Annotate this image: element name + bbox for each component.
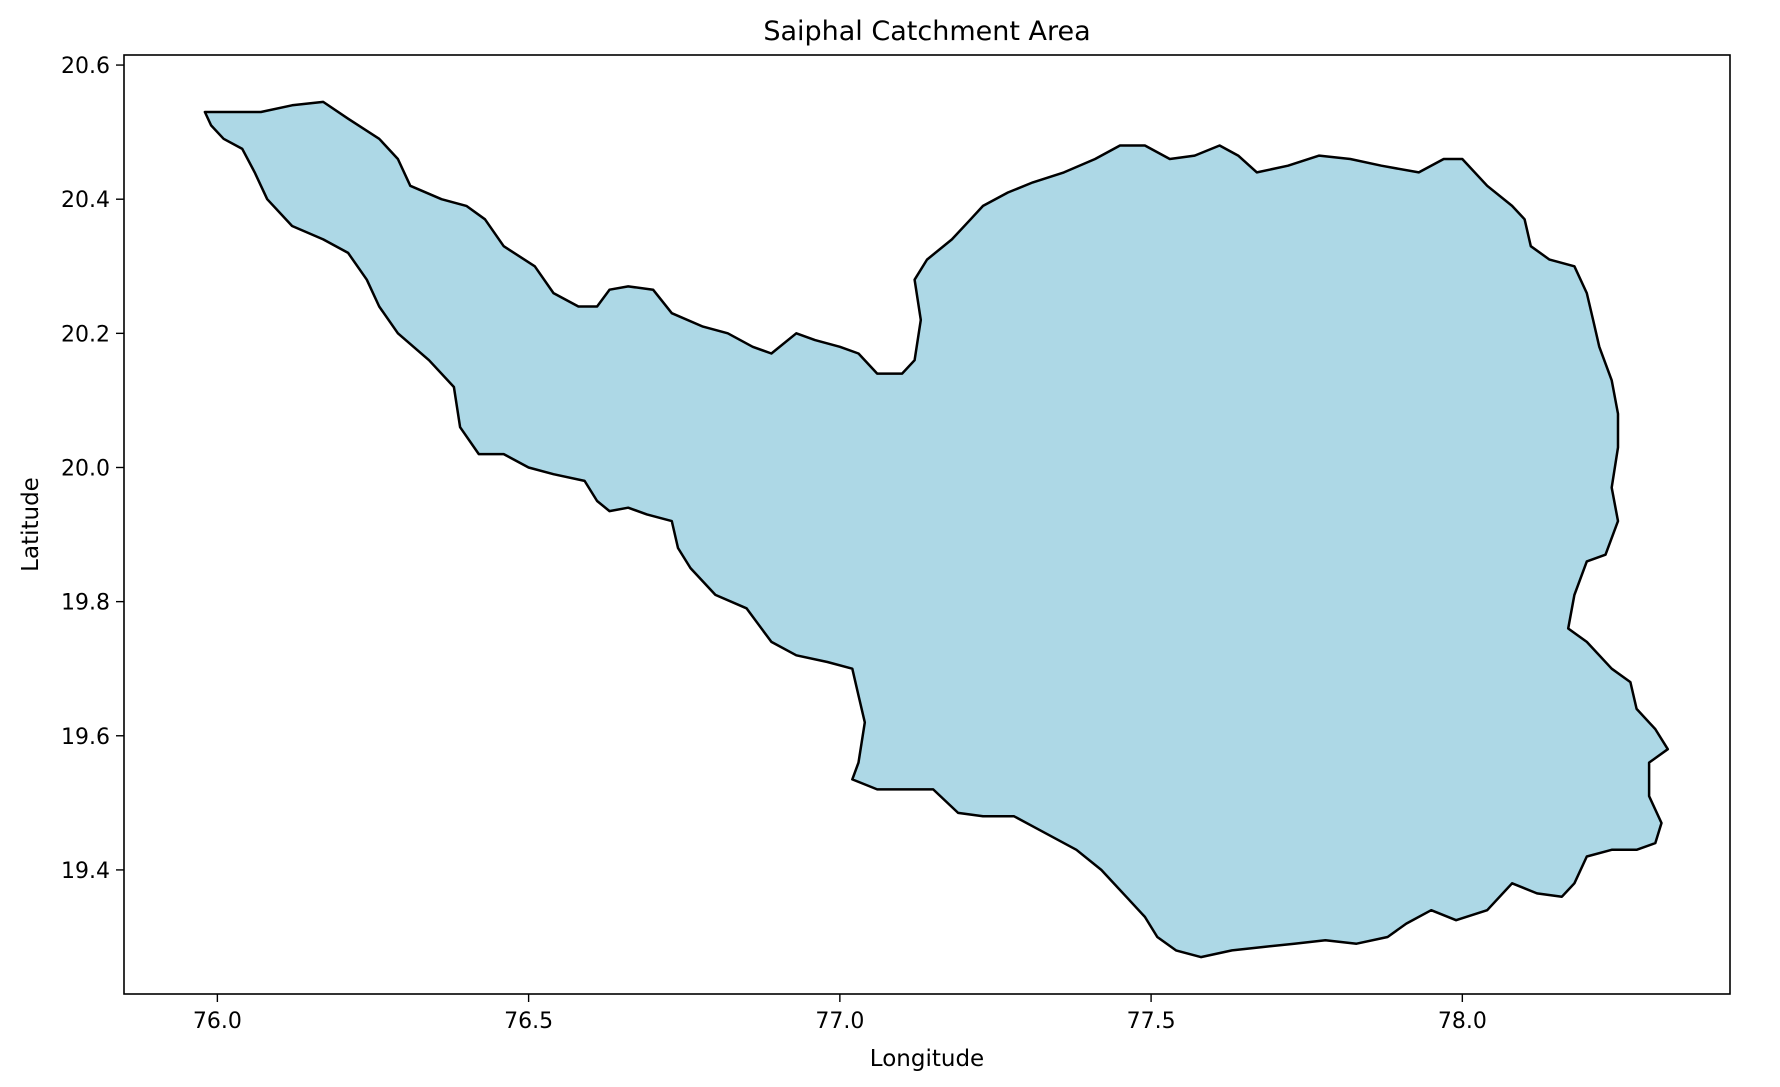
- x-tick-label: 76.0: [193, 1009, 242, 1034]
- x-tick-label: 76.5: [504, 1009, 553, 1034]
- x-axis-label: Longitude: [870, 1046, 984, 1072]
- y-tick-label: 19.8: [61, 591, 110, 616]
- axes-frame: [123, 54, 1731, 995]
- x-tick-label: 77.0: [815, 1009, 864, 1034]
- y-tick-label: 20.0: [61, 456, 110, 481]
- y-axis-label: Latitude: [18, 477, 44, 572]
- x-tick-label: 78.0: [1438, 1009, 1487, 1034]
- x-axis-ticks: 76.0 76.5 77.0 77.5 78.0: [193, 994, 1487, 1034]
- y-axis-ticks: 19.4 19.6 19.8 20.0 20.2 20.4 20.6: [61, 54, 124, 884]
- plot-area: [203, 100, 1670, 959]
- y-tick-label: 20.6: [61, 54, 110, 79]
- y-tick-label: 20.4: [61, 188, 110, 213]
- y-tick-label: 20.2: [61, 322, 110, 347]
- chart-title: Saiphal Catchment Area: [763, 16, 1090, 47]
- catchment-polygon: [203, 100, 1670, 959]
- x-tick-label: 77.5: [1127, 1009, 1176, 1034]
- y-tick-label: 19.4: [61, 859, 110, 884]
- y-tick-label: 19.6: [61, 725, 110, 750]
